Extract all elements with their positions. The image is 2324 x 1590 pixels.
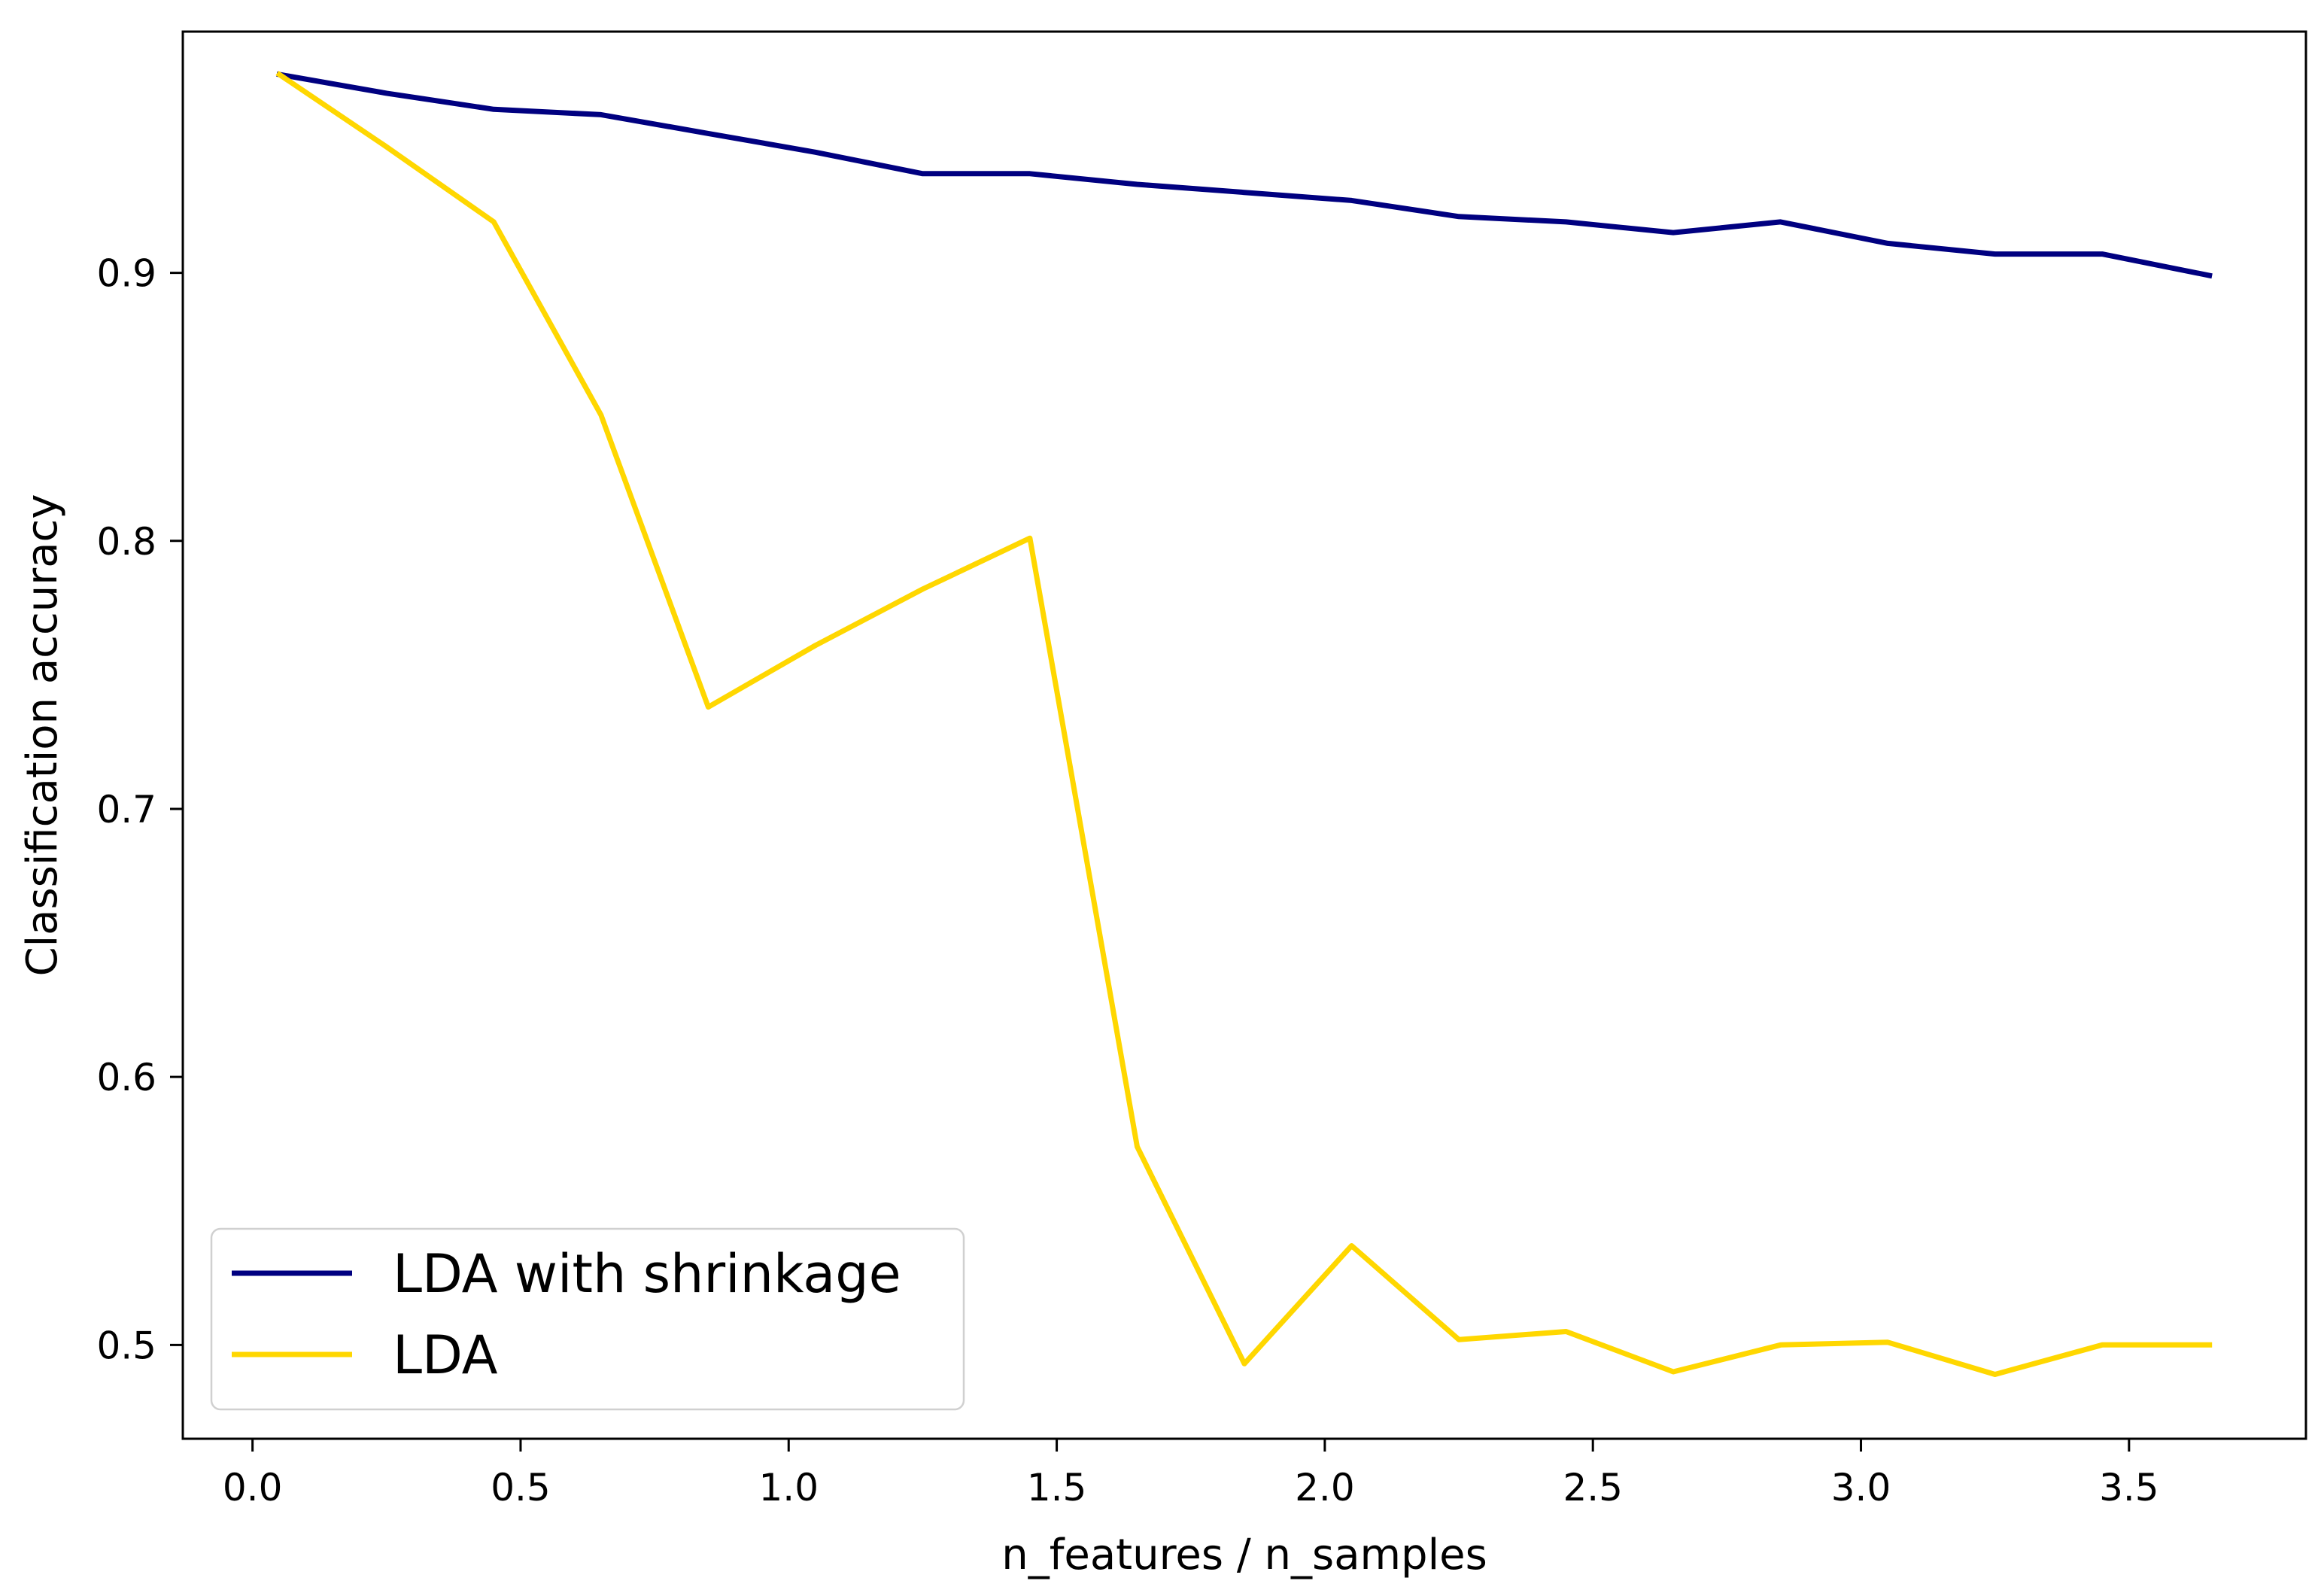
legend-box [210, 1227, 965, 1411]
x-tick-label: 1.0 [759, 1466, 819, 1509]
y-axis-label: Classification accuracy [18, 494, 67, 977]
legend: LDA with shrinkage LDA [210, 1227, 965, 1411]
y-tick-label: 0.9 [96, 252, 156, 296]
plot-frame [181, 30, 2307, 1440]
plot-area [183, 32, 2306, 1439]
x-tick-label: 1.5 [1027, 1466, 1087, 1509]
x-axis-ticks: 0.0 0.5 1.0 1.5 2.0 2.5 3.0 3.5 [223, 1439, 2159, 1509]
x-tick-label: 2.0 [1295, 1466, 1355, 1509]
x-tick-label: 3.0 [1831, 1466, 1891, 1509]
y-tick-label: 0.7 [96, 788, 156, 831]
y-tick-label: 0.8 [96, 520, 156, 564]
series-line-lda-with-shrinkage [276, 71, 2213, 279]
x-tick-label: 0.0 [223, 1466, 283, 1509]
y-axis-ticks: 0.5 0.6 0.7 0.8 0.9 [96, 252, 183, 1367]
x-tick-label: 2.5 [1563, 1466, 1623, 1509]
legend-label-lda: LDA [393, 1324, 498, 1386]
x-axis-label: n_features / n_samples [1001, 1531, 1487, 1579]
y-tick-label: 0.6 [96, 1056, 156, 1099]
x-tick-label: 0.5 [491, 1466, 551, 1509]
series-line-lda [275, 71, 2213, 1377]
y-tick-label: 0.5 [96, 1324, 156, 1367]
x-tick-label: 3.5 [2099, 1466, 2159, 1509]
legend-label-lda-with-shrinkage: LDA with shrinkage [393, 1243, 901, 1305]
series-layer [275, 71, 2213, 1377]
